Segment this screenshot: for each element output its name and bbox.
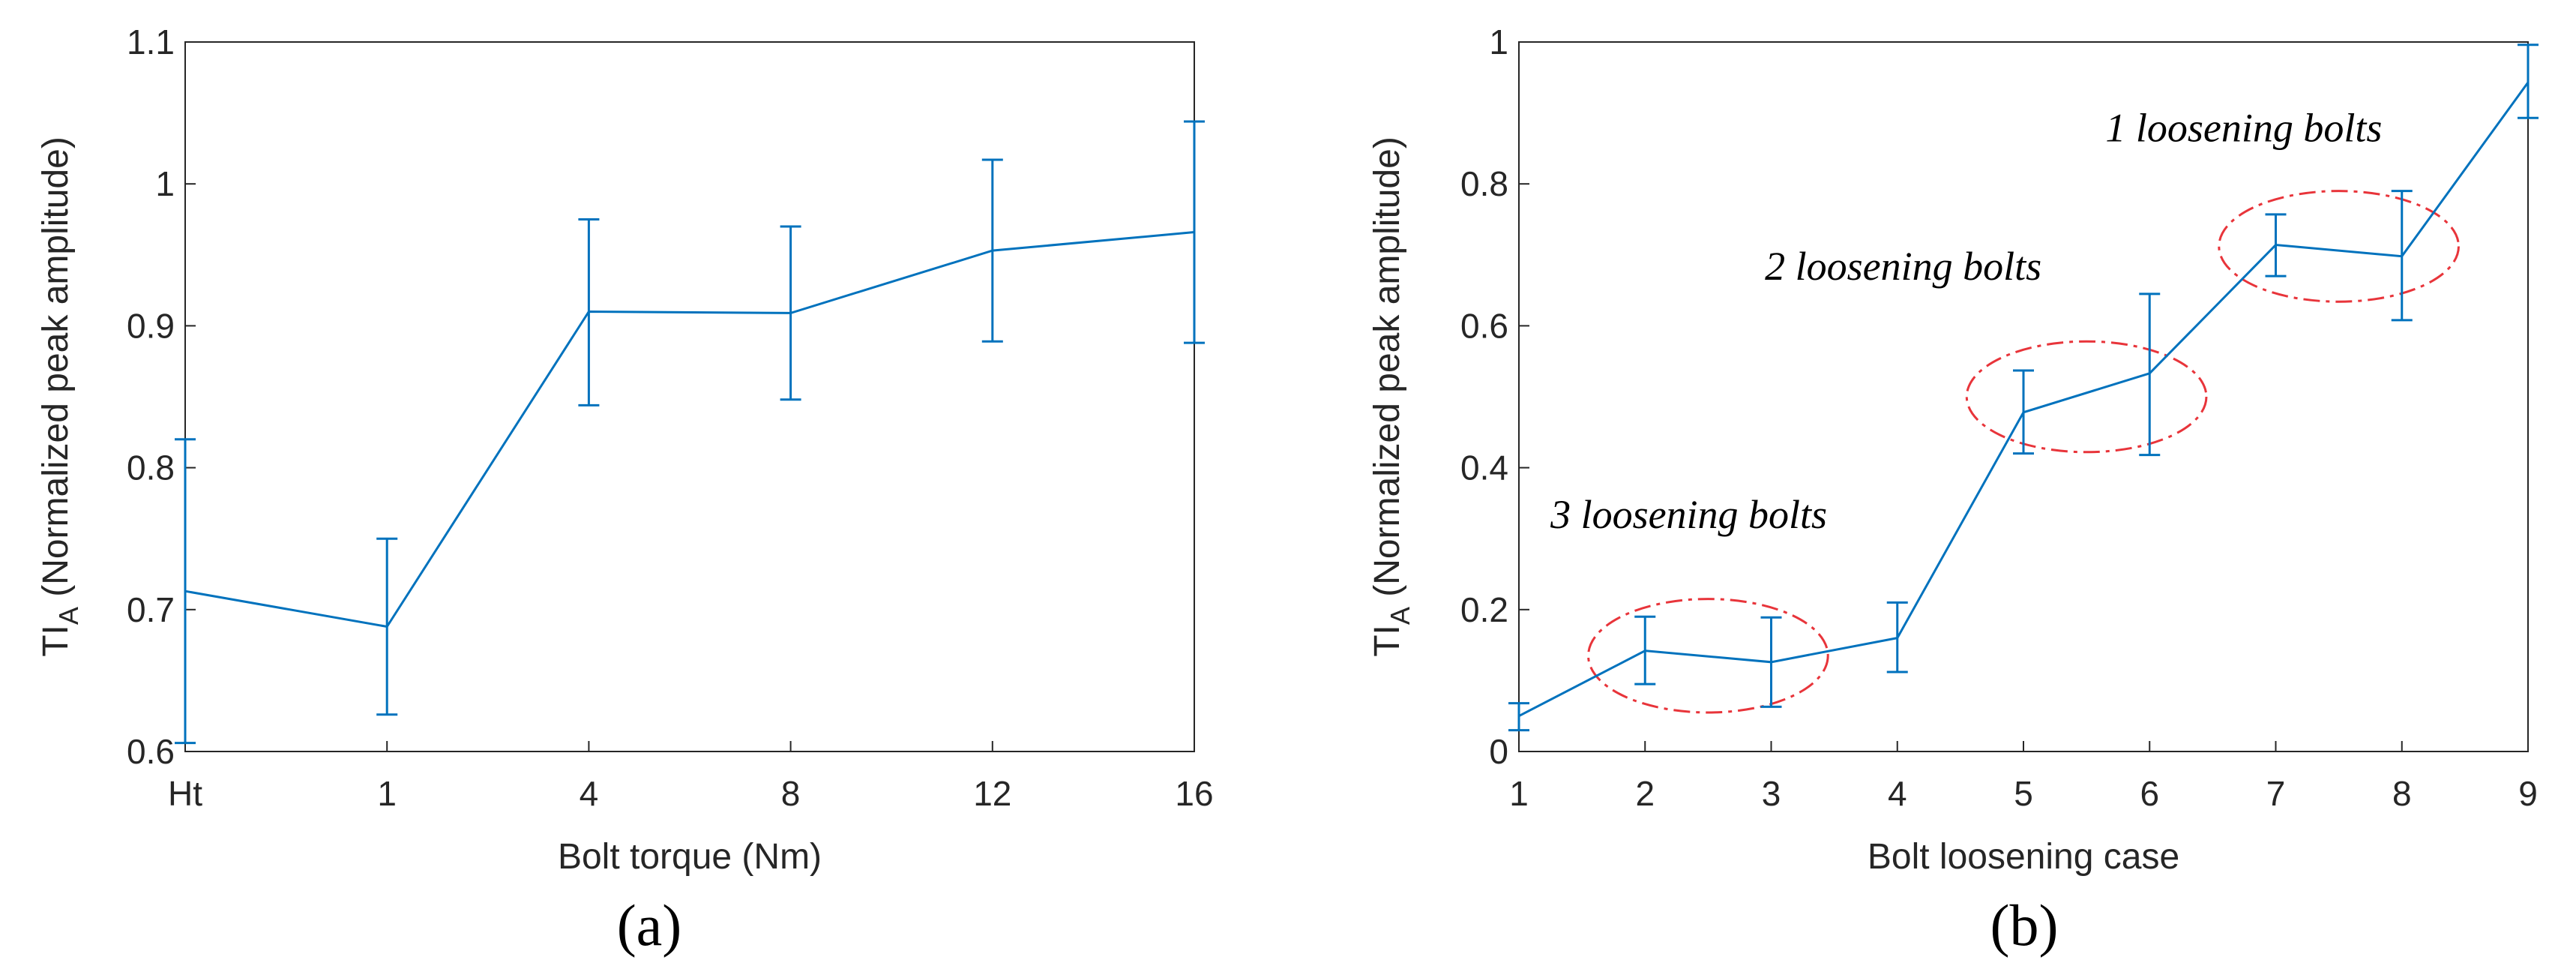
series-b xyxy=(1508,44,2539,732)
y-tick-label: 0.4 xyxy=(1460,448,1508,488)
y-tick-label: 0.6 xyxy=(1460,306,1508,345)
y-axis-label-b: TIA (Normalized peak amplitude) xyxy=(1367,136,1415,657)
axis-ticks-a: Ht 1 4 8 12 16 0.6 0.7 0.8 0.9 1 1.1 xyxy=(127,22,1214,813)
x-tick-label: 16 xyxy=(1175,774,1213,813)
y-axis-label-a-sub: A xyxy=(53,607,84,625)
x-tick-label: 1 xyxy=(377,774,397,813)
y-axis-label-b-rest: (Normalized peak amplitude) xyxy=(1367,136,1407,607)
series-a xyxy=(175,120,1205,745)
y-axis-label-a-main: TI xyxy=(36,625,76,657)
y-tick-label: 0.9 xyxy=(127,306,175,345)
annotation-text: 2 loosening bolts xyxy=(1765,244,2041,289)
x-tick-label: 6 xyxy=(2140,774,2159,813)
plot-frame-a xyxy=(184,41,1195,752)
annotation-text: 1 loosening bolts xyxy=(2105,105,2382,150)
annotation-text: 3 loosening bolts xyxy=(1550,492,1827,537)
highlight-ellipse xyxy=(1587,598,1829,714)
y-tick-label: 0.2 xyxy=(1460,590,1508,629)
x-tick-label: 1 xyxy=(1509,774,1529,813)
series-line xyxy=(184,231,1195,628)
y-tick-label: 1.1 xyxy=(127,22,175,62)
y-tick-label: 1 xyxy=(1489,22,1508,62)
highlight-ellipse xyxy=(2218,190,2460,303)
annotations-b: 3 loosening bolts 2 loosening bolts 1 loos… xyxy=(1550,105,2382,537)
x-tick-label: 8 xyxy=(2392,774,2412,813)
x-axis-label-a: Bolt torque (Nm) xyxy=(558,837,822,877)
highlight-ellipse xyxy=(1965,340,2208,454)
x-tick-label: 4 xyxy=(1888,774,1907,813)
y-tick-label: 0.8 xyxy=(127,448,175,488)
x-tick-label: 2 xyxy=(1635,774,1655,813)
caption-b: (b) xyxy=(1990,892,2059,958)
caption-a: (a) xyxy=(617,892,682,958)
y-axis-label-a-rest: (Normalized peak amplitude) xyxy=(36,136,76,607)
chart-panel-a: Ht 1 4 8 12 16 0.6 0.7 0.8 0.9 1 1.1 Bolt torque (N… xyxy=(36,22,1214,958)
y-axis-label-a: TIA (Normalized peak amplitude) xyxy=(36,136,84,657)
x-tick-label: 4 xyxy=(580,774,599,813)
y-tick-label: 0.6 xyxy=(127,732,175,771)
y-tick-label: 0.7 xyxy=(127,590,175,629)
x-tick-label: 3 xyxy=(1762,774,1781,813)
x-tick-label: 9 xyxy=(2518,774,2538,813)
x-tick-label: 8 xyxy=(781,774,801,813)
x-tick-label: 12 xyxy=(973,774,1011,813)
y-axis-label-b-sub: A xyxy=(1385,607,1415,625)
x-tick-label: 5 xyxy=(2014,774,2033,813)
highlight-groups-b xyxy=(1587,190,2460,714)
x-axis-label-b: Bolt loosening case xyxy=(1868,837,2179,877)
axis-ticks-b: 1 2 3 4 5 6 7 8 9 0 0.2 0.4 0.6 0.8 1 xyxy=(1460,22,2538,813)
y-tick-label: 0.8 xyxy=(1460,164,1508,203)
y-tick-label: 0 xyxy=(1489,732,1508,771)
x-tick-label: Ht xyxy=(168,774,202,813)
y-tick-label: 1 xyxy=(155,164,175,203)
chart-panel-b: 1 2 3 4 5 6 7 8 9 0 0.2 0.4 0.6 0.8 1 3 loosening bolt… xyxy=(1367,22,2539,958)
y-axis-label-b-main: TI xyxy=(1367,625,1407,657)
x-tick-label: 7 xyxy=(2266,774,2286,813)
